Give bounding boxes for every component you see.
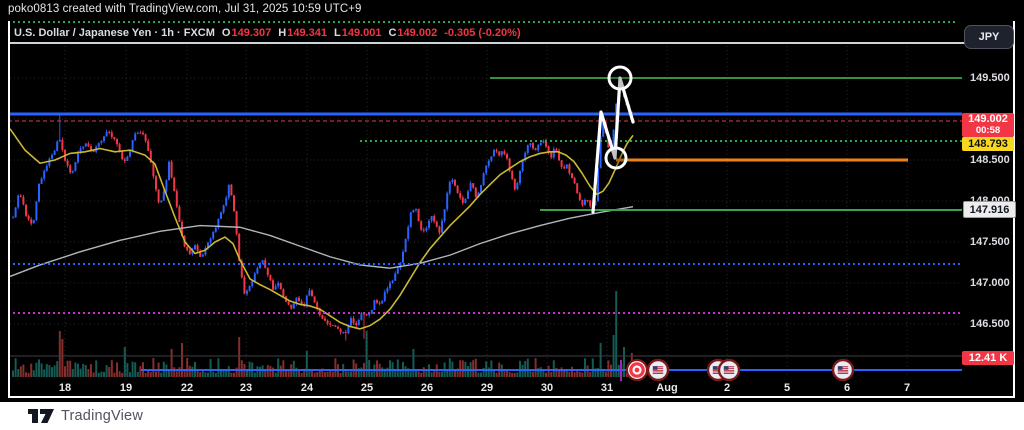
chart-frame-left-border	[8, 21, 10, 398]
ohlc-close: C 149.002	[388, 27, 438, 39]
tradingview-logo[interactable]: TradingView	[28, 408, 143, 424]
event-marker-us-flag[interactable]	[646, 358, 670, 382]
event-marker-us-flag[interactable]	[831, 358, 855, 382]
time-label-Aug: Aug	[656, 382, 678, 394]
last-price-badge: 149.002 00:58	[962, 113, 1014, 137]
attribution-text: poko0813 created with TradingView.com, J…	[8, 3, 362, 15]
bar-countdown: 00:58	[975, 125, 1001, 136]
time-axis[interactable]: 18 19 22 23 24 25 26 29 30 31 Aug 2 5 6 7	[8, 378, 962, 396]
change-value: -0.305 (-0.20%)	[444, 27, 521, 39]
candles[interactable]	[12, 87, 633, 341]
time-label-29: 29	[480, 382, 494, 394]
time-label-2: 2	[723, 382, 731, 394]
time-label-18: 18	[58, 382, 72, 394]
time-label-31: 31	[600, 382, 614, 394]
yellow-level-badge: 148.793	[962, 137, 1014, 151]
moving-averages	[9, 128, 634, 330]
slow-ma-white	[9, 206, 634, 278]
horizontal-lines[interactable]	[8, 21, 962, 371]
ohlc-high: H 149.341	[278, 27, 327, 39]
zigzag-drawing[interactable]	[591, 65, 635, 381]
gridlines	[10, 46, 962, 377]
time-label-23: 23	[239, 382, 253, 394]
price-label-147.500: 147.500	[970, 236, 1010, 248]
event-markers[interactable]	[625, 358, 855, 382]
price-label-146.500: 146.500	[970, 318, 1010, 330]
volume-badge: 12.41 K	[962, 351, 1014, 365]
time-label-5: 5	[783, 382, 791, 394]
time-label-19: 19	[119, 382, 133, 394]
fast-ma-yellow	[9, 128, 634, 330]
time-label-22: 22	[180, 382, 194, 394]
price-label-147.000: 147.000	[970, 277, 1010, 289]
symbol-legend[interactable]: U.S. Dollar / Japanese Yen · 1h · FXCM O…	[10, 24, 966, 44]
tradingview-brand-text: TradingView	[61, 408, 143, 424]
volume-bars	[12, 291, 633, 377]
footer-bar: TradingView	[0, 402, 1024, 430]
tradingview-logo-icon	[28, 409, 54, 423]
event-marker-us-flag[interactable]	[717, 358, 741, 382]
ohlc-low: L 149.001	[333, 27, 382, 39]
time-label-26: 26	[420, 382, 434, 394]
time-label-30: 30	[540, 382, 554, 394]
price-label-149.500: 149.500	[970, 72, 1010, 84]
time-label-25: 25	[360, 382, 374, 394]
time-label-7: 7	[903, 382, 911, 394]
white-level-badge: 147.916	[963, 201, 1016, 218]
chart-frame-bottom-border	[8, 396, 1015, 398]
symbol-title: U.S. Dollar / Japanese Yen · 1h · FXCM	[14, 27, 215, 39]
price-label-148.500: 148.500	[970, 154, 1010, 166]
ohlc-open: O 149.307	[221, 27, 272, 39]
time-label-6: 6	[843, 382, 851, 394]
event-marker-target[interactable]	[625, 358, 649, 382]
time-label-24: 24	[300, 382, 314, 394]
currency-toggle-button[interactable]: JPY	[964, 25, 1014, 49]
